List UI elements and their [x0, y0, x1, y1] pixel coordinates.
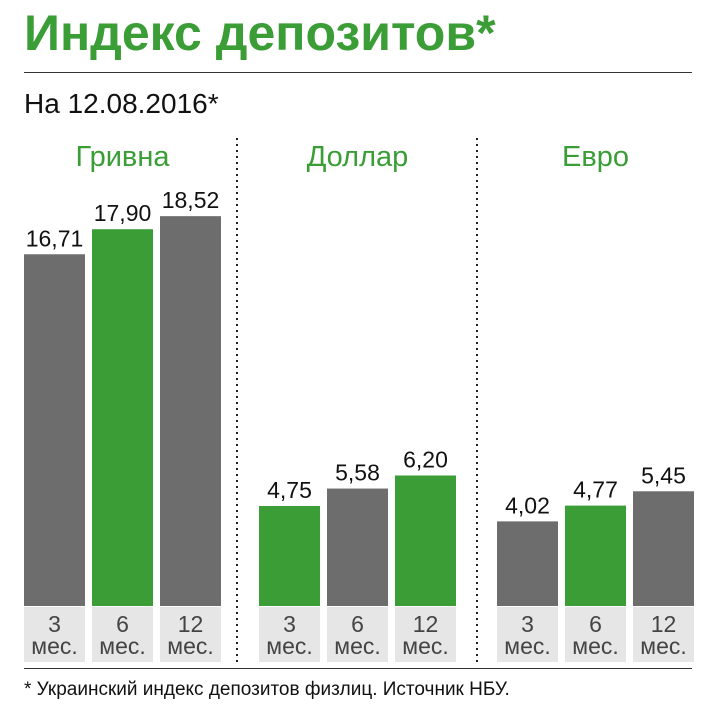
band-gap — [85, 607, 92, 662]
band-gap — [388, 607, 395, 662]
period-unit-label: мес. — [31, 633, 78, 659]
bar — [395, 475, 456, 606]
period-label-band — [497, 607, 694, 662]
bar — [565, 505, 626, 606]
period-unit-label: мес. — [334, 633, 381, 659]
band-gap — [153, 607, 160, 662]
period-label: 3 — [283, 611, 296, 637]
band-gap — [626, 607, 633, 662]
period-label: 12 — [651, 611, 677, 637]
period-label: 6 — [351, 611, 364, 637]
period-unit-label: мес. — [266, 633, 313, 659]
bar — [327, 488, 388, 606]
bar-value-label: 17,90 — [94, 200, 152, 226]
period-label: 3 — [48, 611, 61, 637]
date-label: На 12.08.2016* — [24, 88, 219, 119]
period-unit-label: мес. — [167, 633, 214, 659]
bar-value-label: 6,20 — [403, 446, 448, 472]
bar — [24, 254, 85, 606]
bar-value-label: 4,77 — [573, 477, 618, 503]
period-label: 12 — [178, 611, 204, 637]
period-label: 6 — [589, 611, 602, 637]
period-unit-label: мес. — [572, 633, 619, 659]
period-unit-label: мес. — [402, 633, 449, 659]
bar — [633, 491, 694, 606]
period-label-band — [24, 607, 221, 662]
bar-value-label: 18,52 — [162, 187, 220, 213]
period-unit-label: мес. — [640, 633, 687, 659]
title-divider — [24, 72, 692, 73]
bar-value-label: 5,58 — [335, 460, 380, 486]
period-label: 12 — [413, 611, 439, 637]
bar — [160, 216, 221, 607]
period-label: 3 — [521, 611, 534, 637]
period-label: 6 — [116, 611, 129, 637]
group-label: Гривна — [76, 141, 171, 173]
bar — [92, 229, 153, 606]
bar-value-label: 16,71 — [26, 225, 84, 251]
period-label-band — [259, 607, 456, 662]
bar-value-label: 5,45 — [641, 462, 686, 488]
group-label: Евро — [562, 141, 629, 173]
bar-value-label: 4,02 — [505, 492, 550, 518]
footnote: * Украинский индекс депозитов физлиц. Ис… — [24, 679, 510, 700]
footnote-divider — [24, 668, 692, 669]
bar — [497, 521, 558, 606]
bar — [259, 506, 320, 606]
period-unit-label: мес. — [99, 633, 146, 659]
chart-title: Индекс депозитов* — [24, 5, 496, 61]
bar-value-label: 4,75 — [267, 477, 312, 503]
period-unit-label: мес. — [504, 633, 551, 659]
band-gap — [320, 607, 327, 662]
group-label: Доллар — [307, 141, 409, 173]
band-gap — [558, 607, 565, 662]
